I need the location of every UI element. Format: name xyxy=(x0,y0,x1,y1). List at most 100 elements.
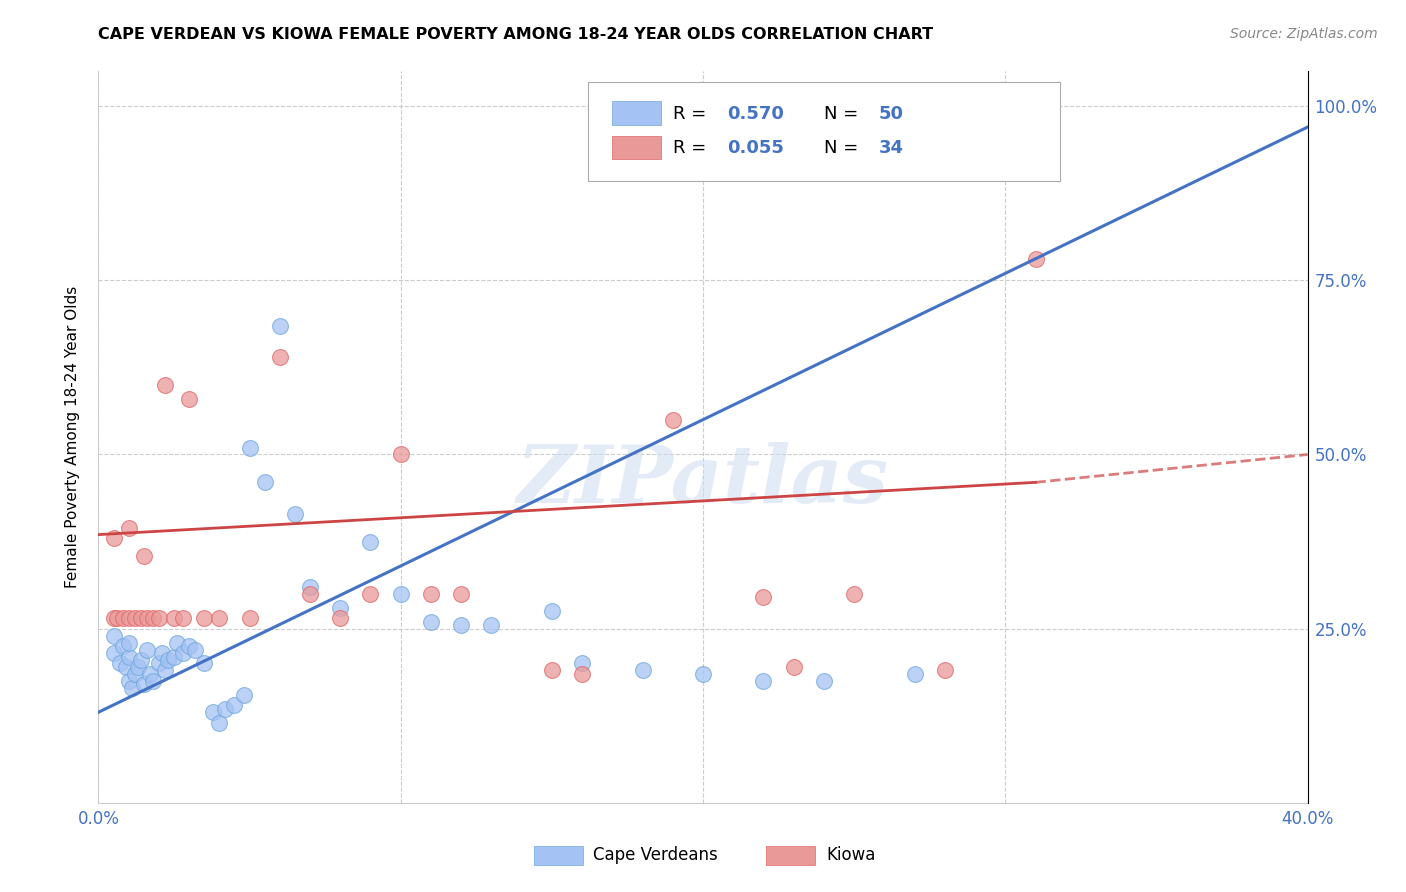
Point xyxy=(224,698,246,713)
Point xyxy=(269,350,291,364)
Point xyxy=(129,653,152,667)
Point xyxy=(904,667,927,681)
Point xyxy=(118,649,141,664)
Point xyxy=(269,318,291,333)
Point xyxy=(239,611,262,625)
Point xyxy=(661,412,683,426)
Point xyxy=(135,642,157,657)
Point xyxy=(184,642,207,657)
Point xyxy=(1024,252,1046,267)
Text: 50: 50 xyxy=(879,104,903,123)
Point xyxy=(360,534,382,549)
Point xyxy=(127,660,149,674)
Point xyxy=(420,615,443,629)
Text: Cape Verdeans: Cape Verdeans xyxy=(593,847,718,864)
Point xyxy=(108,657,131,671)
Point xyxy=(481,618,503,632)
Point xyxy=(208,715,231,730)
Point xyxy=(239,441,262,455)
Text: N =: N = xyxy=(824,139,863,157)
Point xyxy=(752,591,775,605)
Point xyxy=(132,549,155,563)
Point xyxy=(193,611,215,625)
Point xyxy=(450,587,472,601)
Point xyxy=(360,587,382,601)
Point xyxy=(142,611,165,625)
Point xyxy=(284,507,307,521)
Point xyxy=(118,673,141,688)
Point xyxy=(111,639,134,653)
Point xyxy=(299,580,322,594)
Point xyxy=(752,673,775,688)
Text: CAPE VERDEAN VS KIOWA FEMALE POVERTY AMONG 18-24 YEAR OLDS CORRELATION CHART: CAPE VERDEAN VS KIOWA FEMALE POVERTY AMO… xyxy=(98,27,934,42)
Point xyxy=(420,587,443,601)
Point xyxy=(329,611,352,625)
Point xyxy=(103,646,125,660)
Point xyxy=(214,702,236,716)
Point xyxy=(329,600,352,615)
Text: R =: R = xyxy=(672,104,711,123)
Point xyxy=(124,611,146,625)
Point xyxy=(121,681,143,695)
Point xyxy=(208,611,231,625)
Point xyxy=(148,657,170,671)
Point xyxy=(156,653,179,667)
Point xyxy=(118,635,141,649)
Point xyxy=(153,377,176,392)
Point xyxy=(450,618,472,632)
Point xyxy=(631,664,654,678)
Text: Source: ZipAtlas.com: Source: ZipAtlas.com xyxy=(1230,27,1378,41)
FancyBboxPatch shape xyxy=(588,82,1060,181)
FancyBboxPatch shape xyxy=(613,102,661,125)
Point xyxy=(540,604,562,618)
Point xyxy=(103,531,125,545)
Point xyxy=(111,611,134,625)
Point xyxy=(124,667,146,681)
Point xyxy=(389,587,412,601)
Point xyxy=(571,667,593,681)
Point xyxy=(179,639,201,653)
Point xyxy=(118,611,141,625)
Point xyxy=(142,673,165,688)
Point xyxy=(135,611,157,625)
Point xyxy=(132,677,155,691)
Point xyxy=(129,611,152,625)
Text: Kiowa: Kiowa xyxy=(827,847,876,864)
Text: N =: N = xyxy=(824,104,863,123)
Point xyxy=(232,688,254,702)
Text: ZIPatlas: ZIPatlas xyxy=(517,442,889,520)
Point xyxy=(813,673,835,688)
Point xyxy=(163,649,186,664)
Point xyxy=(299,587,322,601)
FancyBboxPatch shape xyxy=(613,136,661,159)
Point xyxy=(193,657,215,671)
Point xyxy=(172,611,194,625)
Point xyxy=(148,611,170,625)
Point xyxy=(994,103,1017,117)
Point xyxy=(166,635,188,649)
Point xyxy=(114,660,136,674)
Point xyxy=(150,646,173,660)
Point xyxy=(105,611,128,625)
Point xyxy=(118,521,141,535)
Point xyxy=(934,664,956,678)
Point xyxy=(103,611,125,625)
Point xyxy=(153,664,176,678)
Point xyxy=(844,587,866,601)
Point xyxy=(163,611,186,625)
Point xyxy=(103,629,125,643)
Point xyxy=(202,705,225,719)
Point xyxy=(253,475,276,490)
Text: 0.570: 0.570 xyxy=(727,104,785,123)
Text: 0.055: 0.055 xyxy=(727,139,785,157)
Point xyxy=(571,657,593,671)
Point xyxy=(692,667,714,681)
Text: R =: R = xyxy=(672,139,711,157)
Y-axis label: Female Poverty Among 18-24 Year Olds: Female Poverty Among 18-24 Year Olds xyxy=(65,286,80,588)
Text: 34: 34 xyxy=(879,139,903,157)
Point xyxy=(179,392,201,406)
Point xyxy=(172,646,194,660)
Point xyxy=(540,664,562,678)
Point xyxy=(139,667,162,681)
Point xyxy=(389,448,412,462)
